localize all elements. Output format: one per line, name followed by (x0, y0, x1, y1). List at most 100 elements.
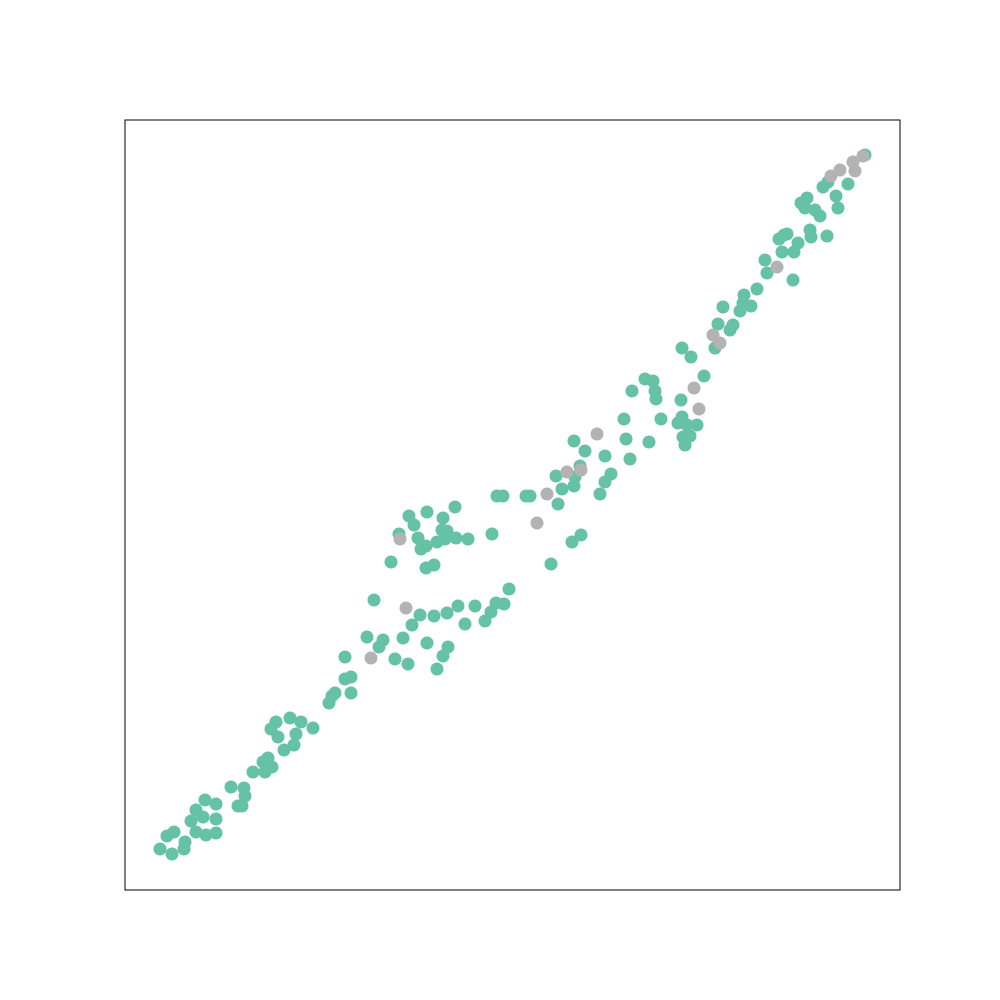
point (856, 149, 870, 163)
point (438, 532, 452, 546)
point (448, 500, 462, 514)
point (786, 273, 800, 287)
points (153, 148, 872, 861)
point (458, 617, 472, 631)
point (619, 432, 633, 446)
point (399, 601, 413, 615)
point (737, 288, 751, 302)
point (184, 814, 198, 828)
point (461, 532, 475, 546)
point (189, 825, 203, 839)
point (726, 318, 740, 332)
point (744, 299, 758, 313)
point (549, 469, 563, 483)
point (468, 599, 482, 613)
point (496, 489, 510, 503)
point (711, 317, 725, 331)
point (328, 686, 342, 700)
point (246, 765, 260, 779)
point (567, 434, 581, 448)
point (153, 842, 167, 856)
point (800, 191, 814, 205)
point (680, 418, 694, 432)
point (540, 487, 554, 501)
point (287, 738, 301, 752)
point (420, 505, 434, 519)
point (189, 803, 203, 817)
point (344, 686, 358, 700)
point (813, 209, 827, 223)
point (235, 799, 249, 813)
point (497, 597, 511, 611)
point (787, 245, 801, 259)
point (449, 531, 463, 545)
point (419, 539, 433, 553)
point (758, 253, 772, 267)
point (560, 465, 574, 479)
point (224, 780, 238, 794)
point (841, 177, 855, 191)
point (625, 384, 639, 398)
point (593, 487, 607, 501)
point (199, 828, 213, 842)
point (440, 606, 454, 620)
point (436, 511, 450, 525)
point (555, 482, 569, 496)
point (209, 812, 223, 826)
point (277, 743, 291, 757)
plot-frame (124, 119, 901, 891)
point (646, 374, 660, 388)
point (427, 558, 441, 572)
point (716, 300, 730, 314)
point (306, 721, 320, 735)
point (178, 835, 192, 849)
point (261, 751, 275, 765)
point (451, 599, 465, 613)
point (411, 531, 425, 545)
point (485, 527, 499, 541)
point (269, 715, 283, 729)
point (770, 260, 784, 274)
point (209, 826, 223, 840)
point (565, 535, 579, 549)
point (598, 449, 612, 463)
point (551, 497, 565, 511)
point (502, 582, 516, 596)
point (590, 427, 604, 441)
point (388, 652, 402, 666)
point (684, 350, 698, 364)
point (393, 532, 407, 546)
point (413, 608, 427, 622)
point (675, 341, 689, 355)
point (617, 412, 631, 426)
point (750, 282, 764, 296)
point (367, 593, 381, 607)
point (237, 781, 251, 795)
point (344, 670, 358, 684)
point (405, 618, 419, 632)
point (376, 633, 390, 647)
point (209, 797, 223, 811)
point (831, 201, 845, 215)
point (294, 715, 308, 729)
point (833, 163, 847, 177)
point (697, 369, 711, 383)
point (829, 189, 843, 203)
point (427, 609, 441, 623)
point (775, 245, 789, 259)
point (687, 381, 701, 395)
point (523, 489, 537, 503)
point (271, 730, 285, 744)
point (396, 631, 410, 645)
point (654, 412, 668, 426)
point (441, 640, 455, 654)
point (713, 336, 727, 350)
point (530, 516, 544, 530)
point (674, 393, 688, 407)
point (760, 266, 774, 280)
point (401, 657, 415, 671)
point (165, 847, 179, 861)
point (690, 418, 704, 432)
